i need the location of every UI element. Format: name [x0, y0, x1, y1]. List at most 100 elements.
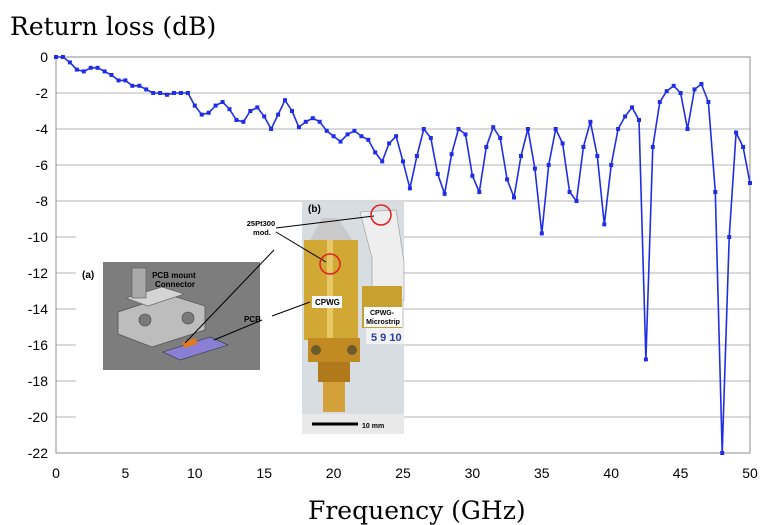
- data-point: [643, 357, 648, 362]
- data-point: [158, 91, 163, 95]
- data-point: [484, 145, 489, 149]
- data-point: [95, 65, 100, 70]
- data-point: [727, 235, 732, 239]
- probe-pointer-b1: [275, 215, 375, 229]
- data-point: [380, 159, 385, 164]
- y-tick-label: -6: [36, 157, 49, 173]
- ruler-strip: [366, 328, 404, 344]
- y-axis-title: Return loss (dB): [10, 12, 216, 41]
- connector-pin: [131, 267, 147, 299]
- data-point: [185, 91, 190, 95]
- data-point: [102, 69, 107, 74]
- y-tick-label: -14: [28, 301, 48, 317]
- cpwg-label: CPWG: [315, 298, 340, 307]
- data-point: [491, 125, 496, 130]
- data-point: [463, 132, 468, 137]
- data-point: [394, 134, 399, 139]
- data-point: [539, 231, 544, 236]
- x-tick-label: 40: [603, 465, 619, 481]
- connector-hole-1: [138, 313, 152, 327]
- data-point: [650, 145, 655, 149]
- y-tick-label: -12: [28, 265, 48, 281]
- y-tick-label: -22: [28, 445, 48, 461]
- cpwg-label-box: [312, 296, 342, 308]
- sma-screw-right: [347, 345, 357, 355]
- data-point: [713, 190, 718, 194]
- data-point: [456, 127, 461, 131]
- data-point: [616, 127, 621, 131]
- x-tick-labels: 0 5 10 15 20 25 30 35 40 45 50: [52, 465, 758, 481]
- x-tick-label: 0: [52, 465, 60, 481]
- data-point: [553, 127, 558, 131]
- series-points: [54, 55, 752, 455]
- data-point: [345, 132, 350, 137]
- pcb-label: PCB: [244, 315, 261, 324]
- data-point: [109, 73, 114, 77]
- data-point: [609, 163, 614, 167]
- board-cpwg-tip: [310, 218, 352, 240]
- x-tick-label: 50: [742, 465, 758, 481]
- data-point: [498, 136, 503, 140]
- x-axis-title: Frequency (GHz): [308, 496, 526, 525]
- data-point: [421, 127, 426, 131]
- board-white: [359, 209, 405, 301]
- x-tick-label: 30: [465, 465, 481, 481]
- data-point: [331, 134, 336, 139]
- cpwg-microstrip-label-box: [364, 307, 402, 327]
- ruler-digits: 5 9 10: [371, 332, 402, 344]
- data-point: [310, 116, 315, 121]
- data-point: [602, 222, 607, 227]
- data-point: [470, 173, 475, 178]
- data-point: [352, 128, 357, 133]
- data-point: [262, 114, 267, 119]
- data-point: [630, 105, 634, 110]
- data-point: [692, 87, 697, 92]
- data-point: [359, 134, 364, 139]
- y-tick-labels: 0 -2 -4 -6 -8 -10 -12 -14 -16 -18 -20 -22: [28, 49, 48, 461]
- data-point: [81, 69, 86, 74]
- data-point: [588, 119, 593, 124]
- x-tick-label: 45: [673, 465, 689, 481]
- data-point: [151, 91, 156, 95]
- data-point: [324, 128, 329, 133]
- data-point: [234, 118, 239, 122]
- data-point: [401, 159, 405, 164]
- data-point: [581, 145, 586, 149]
- probe-circle-microstrip: [370, 204, 392, 226]
- x-tick-label: 25: [395, 465, 411, 481]
- probe-pointer-a: [184, 249, 275, 344]
- data-point: [116, 78, 121, 83]
- y-tick-label: -18: [28, 373, 48, 389]
- y-tick-label: -20: [28, 409, 48, 425]
- data-point: [373, 150, 378, 155]
- probe-label: 25Pt300 mod.: [247, 219, 277, 237]
- connector-label: PCB mount Connector: [152, 271, 198, 289]
- data-point: [560, 141, 565, 146]
- y-tick-label: 0: [40, 49, 48, 65]
- y-tick-label: -16: [28, 337, 48, 353]
- data-point: [255, 105, 260, 110]
- data-point: [88, 65, 93, 70]
- plot-frame: [55, 56, 751, 454]
- data-point: [574, 199, 579, 203]
- data-point: [720, 451, 725, 455]
- cpwg-pointer: [271, 301, 311, 317]
- data-point: [512, 195, 516, 200]
- data-point: [567, 190, 572, 194]
- data-point: [54, 55, 58, 59]
- x-tick-label: 10: [187, 465, 203, 481]
- data-point: [283, 98, 287, 103]
- data-point: [227, 107, 232, 112]
- data-point: [623, 114, 628, 119]
- sma-connector-nut: [318, 362, 350, 382]
- inset-label-b: (b): [308, 204, 321, 215]
- data-point: [595, 154, 600, 158]
- data-point: [525, 127, 530, 131]
- data-point: [734, 130, 739, 135]
- pcb-trace: [182, 337, 198, 349]
- data-point: [338, 139, 343, 144]
- data-point: [637, 118, 641, 122]
- data-point: [748, 181, 752, 185]
- data-point: [165, 92, 169, 97]
- data-point: [442, 191, 447, 196]
